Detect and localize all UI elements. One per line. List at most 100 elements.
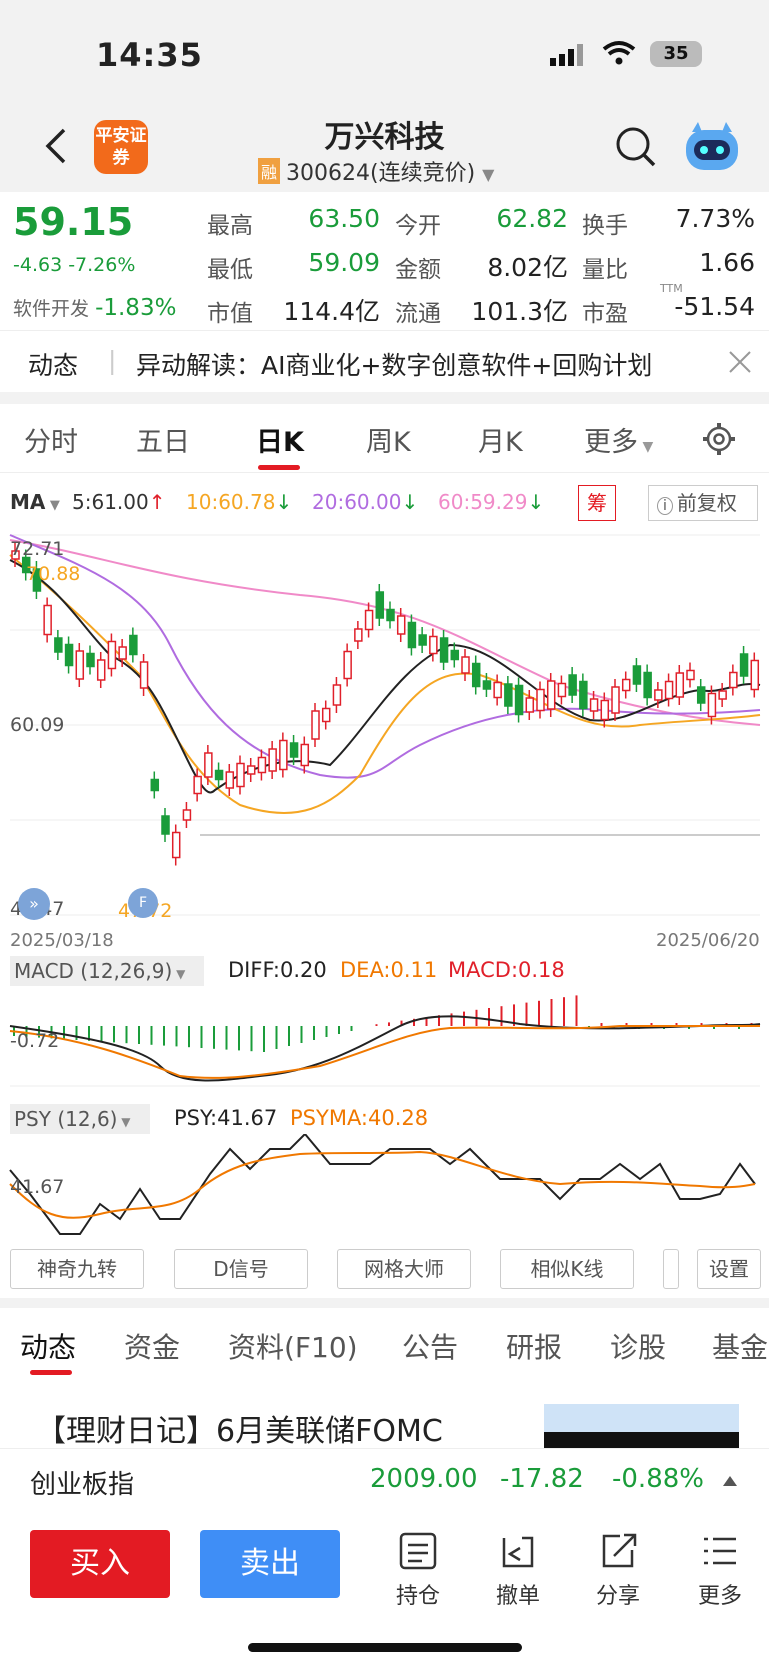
candle bbox=[86, 652, 95, 668]
tab-monthly-k[interactable]: 月K bbox=[478, 427, 523, 458]
tab-funds[interactable]: 资金 bbox=[124, 1331, 181, 1364]
share-icon[interactable] bbox=[598, 1532, 638, 1574]
tab-weekly-k[interactable]: 周K bbox=[366, 427, 411, 458]
candle bbox=[300, 743, 310, 767]
tab-intraday[interactable]: 分时 bbox=[24, 427, 78, 458]
kline-chart[interactable] bbox=[0, 525, 769, 945]
tab-fund[interactable]: 基金 bbox=[712, 1331, 769, 1364]
candle bbox=[182, 809, 192, 821]
d-signal-button[interactable]: D信号 bbox=[174, 1249, 308, 1289]
buy-button[interactable]: 买入 bbox=[30, 1530, 170, 1598]
tab-more[interactable]: 更多 ▼ bbox=[584, 427, 654, 458]
candle bbox=[354, 628, 363, 642]
candle bbox=[514, 684, 524, 716]
tab-dynamics[interactable]: 动态 bbox=[20, 1331, 77, 1364]
candle bbox=[429, 635, 438, 655]
tab-f10[interactable]: 资料(F10) bbox=[228, 1331, 358, 1364]
ma-selector[interactable]: MA ▼ bbox=[10, 490, 60, 514]
stat-value: 101.3亿 bbox=[471, 297, 568, 326]
stat-label: 最高 bbox=[207, 213, 253, 239]
tab-diagnosis[interactable]: 诊股 bbox=[610, 1331, 667, 1364]
event-marker-icon[interactable]: F bbox=[128, 888, 158, 918]
psy-value: PSY:41.67 bbox=[174, 1106, 278, 1130]
index-pct: -0.88% bbox=[612, 1464, 704, 1494]
candle bbox=[311, 710, 320, 740]
index-name: 创业板指 bbox=[30, 1470, 135, 1500]
holdings-icon[interactable] bbox=[398, 1532, 438, 1574]
adjustment-button[interactable]: i 前复权 bbox=[648, 485, 758, 521]
candle bbox=[450, 649, 460, 661]
signal-icon bbox=[550, 44, 586, 70]
settings-button[interactable]: 设置 bbox=[697, 1249, 761, 1289]
stock-code[interactable]: 融 300624(连续竞价) ▼ bbox=[258, 155, 494, 187]
index-bar[interactable] bbox=[0, 1448, 769, 1511]
holdings-label[interactable]: 持仓 bbox=[395, 1584, 440, 1609]
stat-value: 8.02亿 bbox=[487, 253, 568, 282]
tabs-divider bbox=[0, 472, 769, 473]
macd-value: MACD:0.18 bbox=[448, 958, 565, 982]
candle bbox=[214, 769, 224, 781]
y-axis-max: 72.71 bbox=[10, 538, 65, 560]
magic-nine-button[interactable]: 神奇九转 bbox=[10, 1249, 144, 1289]
candle bbox=[396, 615, 406, 635]
news-text[interactable]: 异动解读：AI商业化+数字创意软件+回购计划 bbox=[136, 351, 653, 380]
index-value: 2009.00 bbox=[370, 1464, 478, 1494]
candle bbox=[504, 683, 513, 707]
assistant-robot-icon[interactable] bbox=[682, 120, 742, 180]
candle bbox=[54, 637, 63, 653]
candle bbox=[96, 659, 106, 681]
search-icon[interactable] bbox=[614, 125, 658, 173]
candle bbox=[75, 650, 85, 680]
psy-chart[interactable] bbox=[0, 1134, 769, 1240]
tab-research[interactable]: 研报 bbox=[506, 1331, 563, 1364]
candle bbox=[139, 661, 149, 689]
share-label[interactable]: 分享 bbox=[595, 1584, 640, 1609]
expand-up-icon[interactable] bbox=[722, 1472, 738, 1491]
candle bbox=[43, 604, 52, 636]
battery-icon: 35 bbox=[650, 41, 702, 67]
y-axis-mid: 60.09 bbox=[10, 714, 65, 736]
sell-button[interactable]: 卖出 bbox=[200, 1530, 340, 1598]
candle bbox=[696, 686, 706, 704]
candle bbox=[375, 591, 385, 619]
candle bbox=[536, 688, 545, 712]
stat-label: 换手 bbox=[582, 213, 628, 239]
stock-name: 万兴科技 bbox=[324, 120, 445, 155]
candle bbox=[289, 742, 299, 758]
macd-chart[interactable] bbox=[0, 986, 769, 1090]
more-menu-icon[interactable] bbox=[700, 1532, 740, 1574]
stat-label: 市值 bbox=[207, 301, 253, 327]
candle bbox=[225, 771, 235, 789]
similar-kline-button[interactable]: 相似K线 bbox=[500, 1249, 634, 1289]
tab-five-day[interactable]: 五日 bbox=[136, 427, 190, 458]
cancel-order-label[interactable]: 撤单 bbox=[495, 1584, 540, 1609]
tab-announcements[interactable]: 公告 bbox=[402, 1331, 459, 1364]
chip-distribution-button[interactable]: 筹 bbox=[578, 485, 616, 521]
candle bbox=[493, 681, 502, 699]
more-label[interactable]: 更多 bbox=[697, 1584, 742, 1609]
grid-master-button[interactable]: 网格大师 bbox=[337, 1249, 471, 1289]
settings-gear-icon[interactable] bbox=[702, 422, 736, 460]
tab-daily-k[interactable]: 日K bbox=[256, 427, 304, 458]
partial-button[interactable] bbox=[663, 1249, 679, 1289]
article-title[interactable]: 【理财日记】6月美联储FOMC bbox=[36, 1414, 443, 1449]
psy-selector[interactable]: PSY (12,6) ▼ bbox=[10, 1104, 150, 1134]
candle bbox=[546, 680, 556, 710]
candle bbox=[418, 634, 427, 646]
back-icon[interactable] bbox=[40, 126, 70, 170]
section-separator bbox=[0, 1298, 769, 1308]
stat-label: 市盈 bbox=[582, 301, 628, 327]
expand-icon[interactable]: » bbox=[18, 888, 50, 920]
macd-selector[interactable]: MACD (12,26,9) ▼ bbox=[10, 956, 204, 986]
candle bbox=[32, 568, 42, 592]
ma60-value: 60:59.29↓ bbox=[438, 490, 545, 514]
cancel-order-icon[interactable] bbox=[498, 1532, 538, 1574]
close-icon[interactable] bbox=[728, 350, 752, 378]
sector-info[interactable]: 软件开发 -1.83% bbox=[13, 295, 177, 321]
candle bbox=[21, 556, 31, 574]
candle bbox=[343, 650, 352, 680]
article-thumbnail[interactable] bbox=[544, 1404, 739, 1448]
candle bbox=[461, 656, 470, 674]
candle bbox=[386, 608, 395, 622]
psyma-value: PSYMA:40.28 bbox=[290, 1106, 429, 1130]
